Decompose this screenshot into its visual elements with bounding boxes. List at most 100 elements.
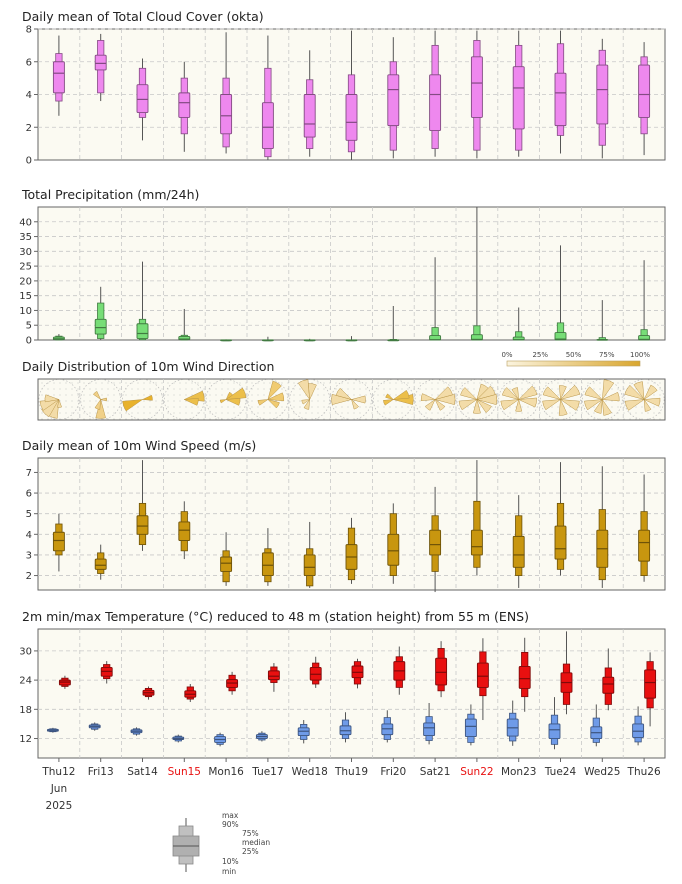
texture-dot xyxy=(521,394,523,396)
legend-label: min xyxy=(222,867,236,876)
box-Sat21 xyxy=(435,641,448,698)
legend-label: max xyxy=(222,811,239,820)
texture-dot xyxy=(497,388,499,390)
texture-dot xyxy=(185,382,187,384)
texture-dot xyxy=(185,412,187,414)
texture-dot xyxy=(149,382,151,384)
box-Thu12 xyxy=(52,513,65,572)
texture-dot xyxy=(179,412,181,414)
box-Mon16 xyxy=(226,671,239,695)
wind-rose-Sun22 xyxy=(456,379,498,420)
box-25-75 xyxy=(178,521,191,541)
texture-dot xyxy=(473,388,475,390)
texture-dot xyxy=(377,406,379,408)
texture-dot xyxy=(245,418,247,420)
texture-dot xyxy=(635,406,637,408)
texture-dot xyxy=(569,382,571,384)
texture-dot xyxy=(215,382,217,384)
rose-petal xyxy=(476,383,489,401)
rose-petal xyxy=(303,398,311,410)
texture-dot xyxy=(647,382,649,384)
box-Sat14 xyxy=(136,261,149,341)
texture-dot xyxy=(203,406,205,408)
rose-petal xyxy=(266,392,285,402)
texture-dot xyxy=(413,394,415,396)
box-25-75 xyxy=(136,323,149,339)
rose-petal xyxy=(601,391,620,402)
box-25-75 xyxy=(345,94,358,141)
texture-dot xyxy=(41,412,43,414)
texture-dot xyxy=(371,406,373,408)
texture-dot xyxy=(353,388,355,390)
texture-dot xyxy=(95,388,97,390)
texture-dot xyxy=(263,394,265,396)
texture-dot xyxy=(335,382,337,384)
texture-dot xyxy=(365,418,367,420)
y-tick-label: 15 xyxy=(19,291,32,302)
texture-dot xyxy=(395,412,397,414)
texture-dot xyxy=(59,418,61,420)
box-Mon23 xyxy=(512,307,525,341)
texture-dot xyxy=(617,388,619,390)
y-tick-label: 20 xyxy=(19,276,32,287)
rose-petal xyxy=(267,399,280,409)
texture-dot xyxy=(395,394,397,396)
texture-dot xyxy=(131,412,133,414)
rose-petal xyxy=(511,387,520,401)
texture-dot xyxy=(521,388,523,390)
texture-dot xyxy=(245,388,247,390)
box-Sun22 xyxy=(470,30,483,159)
texture-dot xyxy=(59,382,61,384)
rose-circle xyxy=(581,379,623,420)
texture-dot xyxy=(89,418,91,420)
y-tick-label: 4 xyxy=(26,90,32,101)
texture-dot xyxy=(551,388,553,390)
texture-dot xyxy=(419,406,421,408)
texture-dot xyxy=(659,406,661,408)
texture-dot xyxy=(155,388,157,390)
texture-dot xyxy=(341,406,343,408)
texture-dot xyxy=(389,418,391,420)
texture-dot xyxy=(341,418,343,420)
texture-dot xyxy=(131,418,133,420)
texture-dot xyxy=(299,388,301,390)
texture-dot xyxy=(317,400,319,402)
texture-dot xyxy=(593,406,595,408)
texture-dot xyxy=(377,382,379,384)
texture-dot xyxy=(161,406,163,408)
texture-dot xyxy=(383,406,385,408)
texture-dot xyxy=(437,388,439,390)
texture-dot xyxy=(107,406,109,408)
box-Sun22 xyxy=(476,638,489,721)
texture-dot xyxy=(431,394,433,396)
texture-dot xyxy=(371,382,373,384)
texture-dot xyxy=(527,406,529,408)
texture-dot xyxy=(407,418,409,420)
texture-dot xyxy=(191,412,193,414)
box-Mon23 xyxy=(518,637,531,712)
texture-dot xyxy=(485,382,487,384)
box-25-75 xyxy=(512,535,525,568)
texture-dot xyxy=(629,382,631,384)
texture-dot xyxy=(257,382,259,384)
texture-dot xyxy=(203,418,205,420)
box-Sat14 xyxy=(136,58,149,141)
texture-dot xyxy=(335,388,337,390)
x-tick-label: Wed18 xyxy=(292,766,328,778)
texture-dot xyxy=(497,394,499,396)
texture-dot xyxy=(251,382,253,384)
texture-dot xyxy=(119,400,121,402)
box-25-75 xyxy=(470,529,483,556)
texture-dot xyxy=(317,394,319,396)
texture-dot xyxy=(431,412,433,414)
texture-dot xyxy=(593,382,595,384)
texture-dot xyxy=(467,418,469,420)
texture-dot xyxy=(203,382,205,384)
texture-dot xyxy=(605,418,607,420)
rose-petal xyxy=(41,398,60,418)
box-Mon16 xyxy=(220,32,233,154)
texture-dot xyxy=(353,394,355,396)
wind-legend-label: 100% xyxy=(630,351,650,359)
x-tick-label: Sat21 xyxy=(420,766,451,778)
box-Thu19 xyxy=(345,517,358,584)
